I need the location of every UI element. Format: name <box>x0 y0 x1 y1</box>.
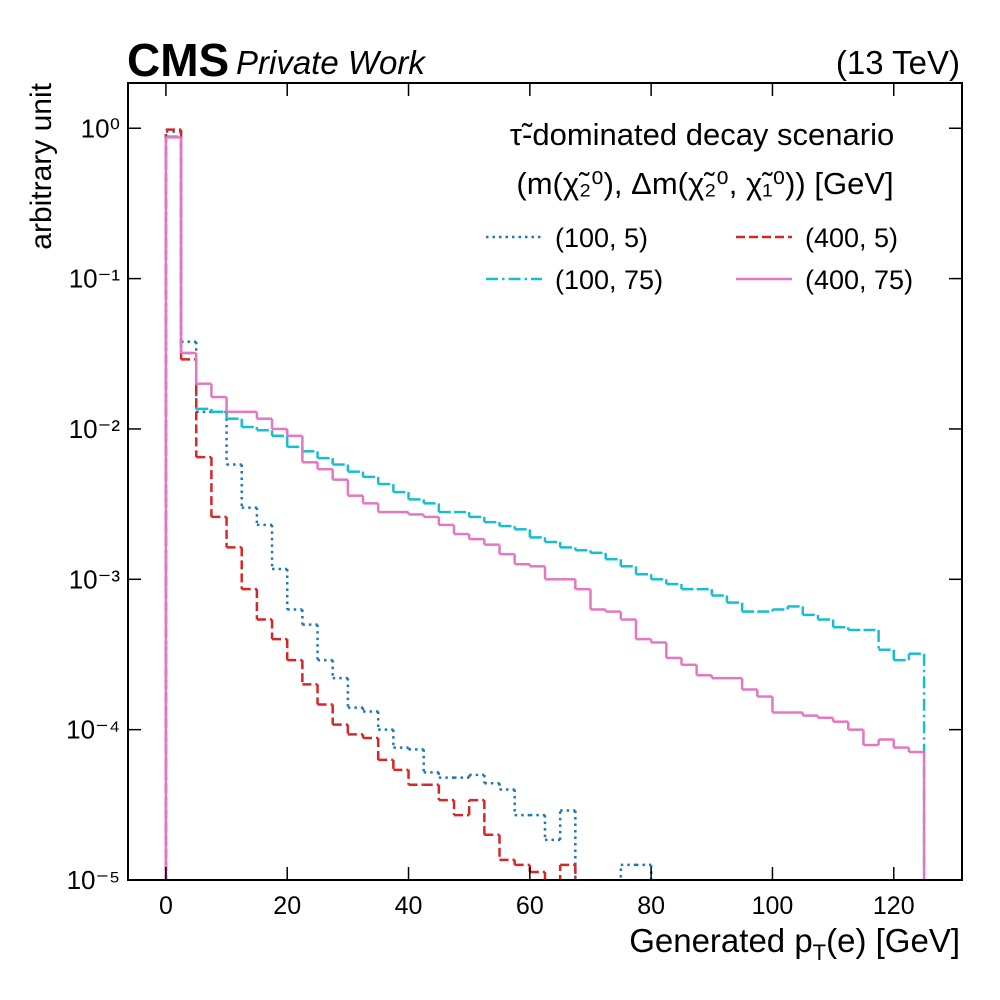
experiment-label: CMS <box>127 34 229 86</box>
legend-label: (100, 5) <box>555 223 648 253</box>
y-tick-label: 10⁻⁵ <box>67 865 120 895</box>
x-axis-label: Generated pT(e) [GeV] <box>629 922 960 965</box>
x-tick-label: 40 <box>395 892 423 920</box>
y-tick-label: 10⁻² <box>69 414 121 444</box>
x-axis-label-subscript: T <box>813 940 826 965</box>
legend-label: (400, 75) <box>805 265 913 295</box>
energy-label: (13 TeV) <box>836 44 960 81</box>
subtitle: Private Work <box>236 44 426 81</box>
x-axis-label-part: Generated p <box>629 922 812 959</box>
x-tick-label: 120 <box>873 892 915 920</box>
y-tick-label: 10⁰ <box>81 113 120 143</box>
y-tick-label: 10⁻⁴ <box>66 715 120 745</box>
x-tick-label: 20 <box>273 892 301 920</box>
legend-title: (m(χ̃₂⁰), Δm(χ̃₂⁰, χ̃₁⁰)) [GeV] <box>516 166 893 201</box>
histogram-riser <box>164 136 926 880</box>
histogram-riser <box>164 131 653 880</box>
x-tick-label: 80 <box>637 892 665 920</box>
y-tick-label: 10⁻¹ <box>69 264 121 294</box>
plot-area <box>164 128 926 880</box>
legend-label: (400, 5) <box>805 223 898 253</box>
x-tick-label: 0 <box>159 892 173 920</box>
x-axis-label-part: (e) [GeV] <box>826 922 960 959</box>
axes-frame <box>127 82 963 881</box>
x-tick-label: 100 <box>752 892 794 920</box>
legend-title: τ̃-dominated decay scenario <box>510 117 894 152</box>
y-tick-label: 10⁻³ <box>69 564 121 594</box>
x-tick-label: 60 <box>516 892 544 920</box>
y-axis-label: arbitrary unit <box>25 82 58 249</box>
legend-label: (100, 75) <box>555 265 663 295</box>
